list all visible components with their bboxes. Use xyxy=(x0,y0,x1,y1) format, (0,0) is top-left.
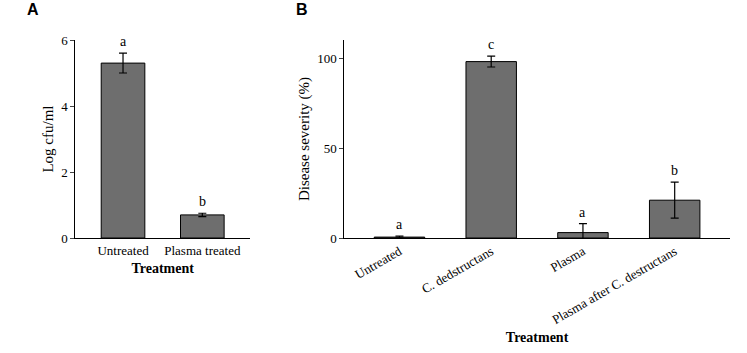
svg-text:6: 6 xyxy=(61,33,68,48)
svg-text:A: A xyxy=(27,1,39,18)
svg-text:2: 2 xyxy=(61,165,68,180)
svg-text:Treatment: Treatment xyxy=(131,261,194,276)
svg-text:a: a xyxy=(120,34,127,49)
svg-text:Log cfu/ml: Log cfu/ml xyxy=(40,105,56,172)
svg-text:b: b xyxy=(671,163,678,178)
svg-text:Plasma: Plasma xyxy=(548,243,588,275)
svg-text:a: a xyxy=(396,217,403,232)
svg-text:100: 100 xyxy=(317,51,337,66)
svg-text:Plasma treated: Plasma treated xyxy=(164,243,241,258)
svg-text:Disease severity (%): Disease severity (%) xyxy=(296,77,313,201)
svg-text:b: b xyxy=(199,194,206,209)
svg-text:4: 4 xyxy=(61,99,68,114)
svg-text:c: c xyxy=(488,37,494,52)
svg-text:Treatment: Treatment xyxy=(506,330,569,345)
svg-text:Untreated: Untreated xyxy=(97,243,149,258)
svg-text:C. dedstructans: C. dedstructans xyxy=(419,243,496,296)
svg-text:50: 50 xyxy=(324,141,337,156)
svg-text:Untreated: Untreated xyxy=(352,243,404,282)
svg-text:a: a xyxy=(579,205,586,220)
svg-text:0: 0 xyxy=(61,231,68,246)
svg-text:B: B xyxy=(296,1,308,18)
svg-text:0: 0 xyxy=(330,231,337,246)
svg-text:Plasma after C. destructans: Plasma after C. destructans xyxy=(549,243,679,327)
